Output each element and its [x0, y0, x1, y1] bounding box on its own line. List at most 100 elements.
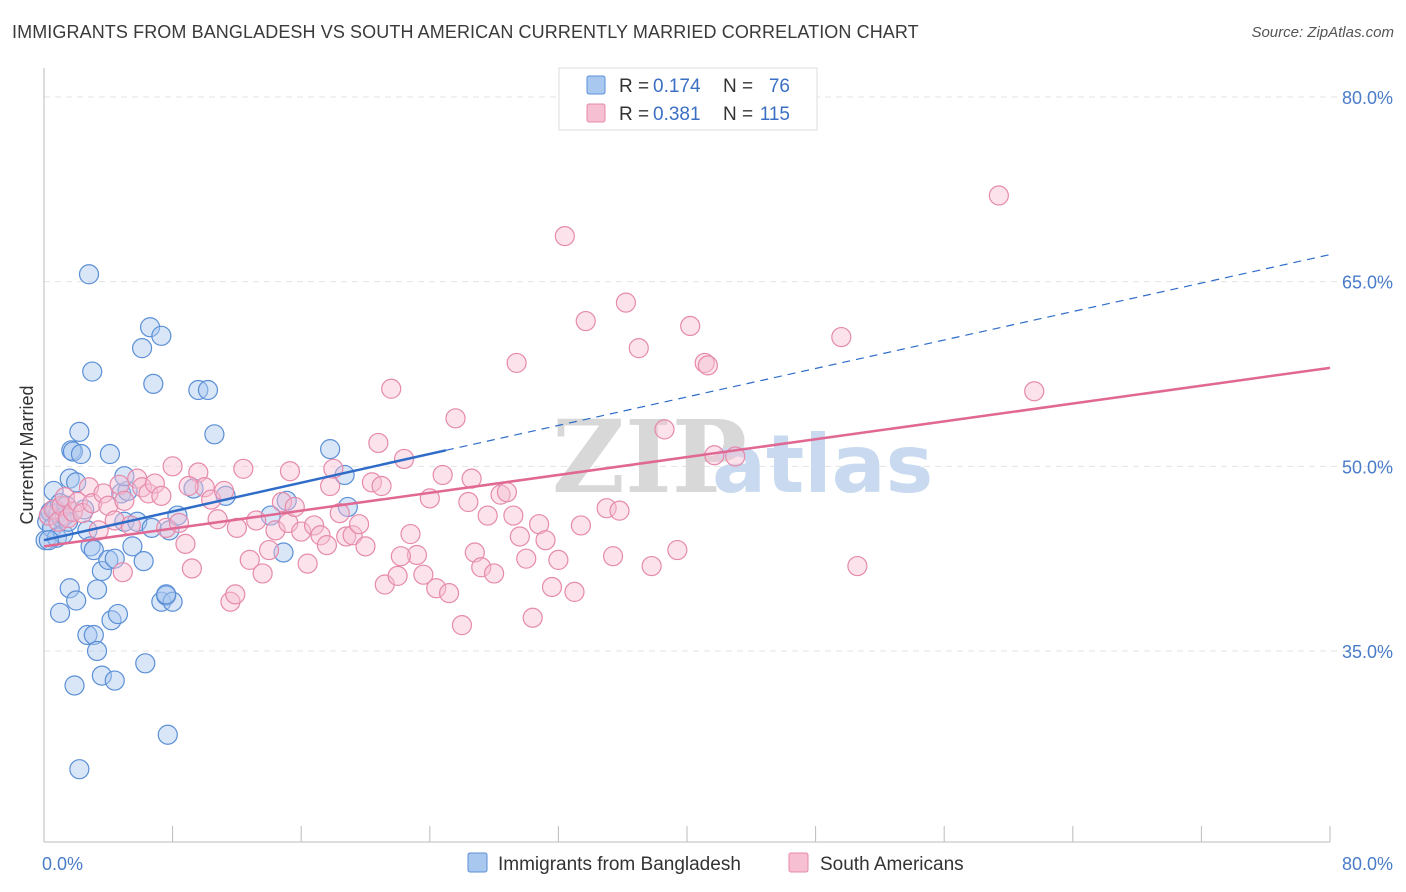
data-point: [258, 539, 280, 561]
data-point: [93, 483, 114, 504]
bottom-legend-swatch-pink: [788, 852, 809, 873]
data-point: [831, 326, 852, 348]
data-point: [336, 526, 357, 547]
data-point: [554, 226, 575, 247]
data-point: [112, 562, 133, 583]
bottom-legend-swatch-blue: [467, 852, 488, 873]
data-point: [535, 530, 556, 551]
data-point: [194, 477, 215, 498]
data-point: [246, 510, 267, 531]
data-point: [320, 438, 341, 460]
data-point: [297, 553, 318, 574]
data-point: [506, 352, 527, 374]
data-point: [131, 338, 153, 359]
data-point: [847, 555, 868, 577]
data-point: [484, 563, 505, 584]
data-point: [310, 525, 331, 546]
data-point: [49, 602, 71, 623]
data-point: [181, 558, 202, 579]
data-point: [477, 505, 498, 526]
data-point: [458, 491, 479, 513]
legend: R = 0.174 N = 76 R = 0.381 N = 115: [558, 67, 818, 131]
data-point: [496, 482, 518, 503]
data-point: [368, 432, 389, 454]
data-point: [432, 464, 453, 486]
data-point: [575, 310, 596, 332]
data-point: [316, 535, 338, 556]
data-point: [516, 548, 537, 569]
chart-title: IMMIGRANTS FROM BANGLADESH VS SOUTH AMER…: [12, 22, 919, 42]
source-credit: Source: ZipAtlas.com: [1251, 24, 1394, 41]
data-point: [426, 578, 447, 599]
data-point: [400, 523, 421, 545]
data-point: [156, 584, 177, 605]
data-point: [609, 500, 630, 521]
data-point: [107, 603, 129, 625]
data-point: [62, 441, 84, 462]
data-point: [66, 590, 87, 611]
trend-line-blue: [43, 449, 447, 542]
legend-n-label: N =: [723, 104, 753, 125]
y-axis-label: Currently Married: [17, 385, 37, 524]
data-point: [157, 724, 178, 745]
data-point: [59, 468, 80, 489]
data-point: [596, 498, 617, 519]
data-point: [135, 653, 156, 674]
data-point: [204, 424, 225, 445]
data-point: [355, 536, 376, 557]
data-point: [541, 576, 563, 598]
data-point: [178, 475, 199, 497]
watermark-zip: ZIP: [552, 398, 747, 516]
data-point: [252, 563, 273, 584]
data-point: [438, 583, 460, 604]
data-point: [988, 185, 1009, 206]
data-point: [59, 578, 80, 599]
data-point: [471, 557, 492, 578]
data-point: [69, 759, 90, 780]
data-point: [451, 615, 473, 636]
data-point: [265, 520, 286, 541]
axes: 35.0% 50.0% 65.0% 80.0% 0.0% 80.0%: [42, 68, 1393, 874]
data-point: [162, 456, 183, 477]
data-point: [70, 443, 92, 465]
data-point: [548, 549, 569, 570]
y-tick-label: 50.0%: [1342, 457, 1393, 477]
data-point: [342, 525, 363, 546]
data-point: [98, 549, 119, 570]
legend-swatch-blue: [586, 75, 606, 95]
data-point: [151, 325, 172, 346]
data-point: [694, 352, 715, 374]
legend-r-label: R =: [619, 76, 649, 97]
data-point: [697, 355, 718, 376]
data-point: [564, 581, 585, 603]
legend-n-label: N =: [723, 76, 753, 97]
data-point: [641, 555, 662, 577]
bottom-legend-label-blue: Immigrants from Bangladesh: [498, 854, 741, 875]
data-point: [83, 624, 104, 646]
data-point: [207, 509, 228, 530]
data-point: [233, 458, 254, 479]
data-point: [133, 551, 154, 572]
data-point: [197, 379, 219, 401]
data-point: [175, 533, 196, 554]
legend-n-value: 76: [769, 76, 790, 97]
data-point: [109, 474, 130, 495]
data-point: [390, 546, 411, 567]
data-point: [413, 564, 434, 585]
data-point: [99, 443, 121, 465]
data-point: [143, 373, 164, 394]
data-point: [82, 361, 103, 382]
bottom-legend: Immigrants from Bangladesh South American…: [467, 852, 964, 875]
data-point: [64, 675, 85, 696]
trend-line-pink: [43, 366, 1331, 548]
legend-r-value: 0.381: [653, 104, 701, 125]
data-point: [78, 264, 100, 285]
trend-extension-blue: [445, 253, 1331, 451]
data-point: [104, 670, 125, 691]
data-point: [509, 526, 530, 547]
x-tick-label: 80.0%: [1342, 854, 1393, 874]
data-point: [329, 503, 350, 524]
data-point: [406, 544, 428, 566]
data-point: [138, 483, 159, 504]
data-point: [387, 565, 408, 587]
